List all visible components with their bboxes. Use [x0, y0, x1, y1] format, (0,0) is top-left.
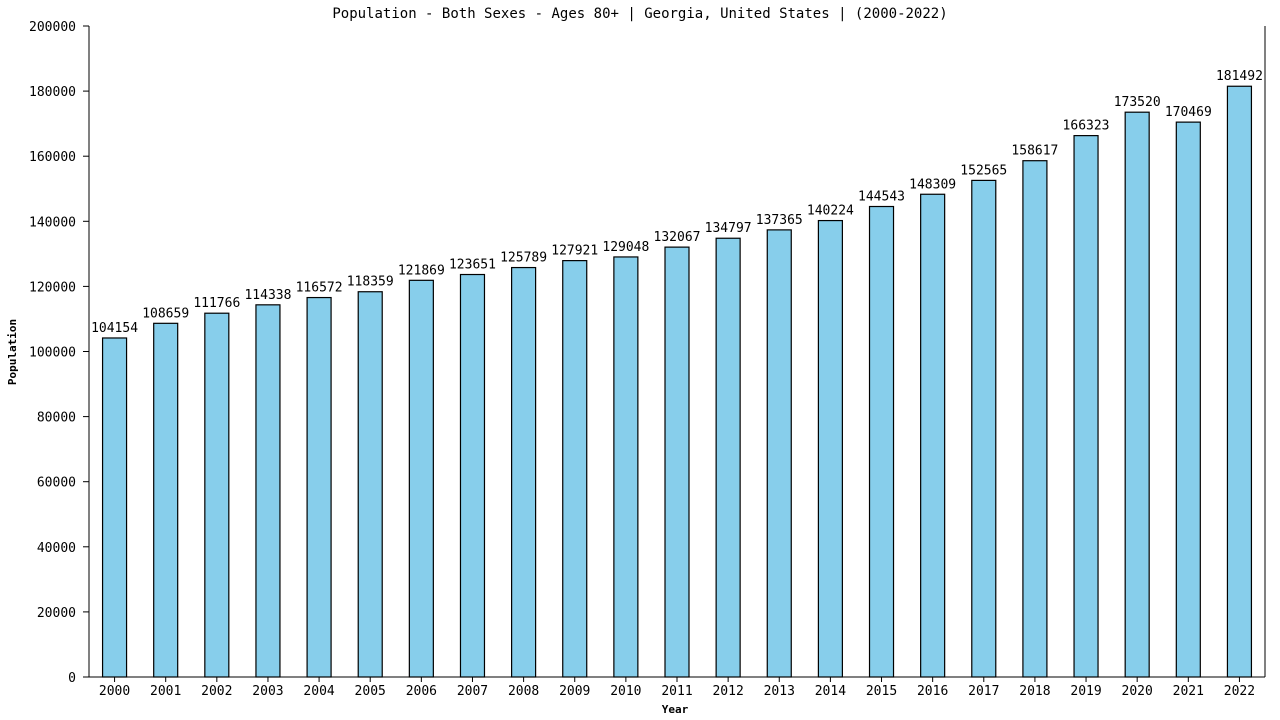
data-label: 118359 [347, 275, 394, 290]
bar [817, 219, 843, 678]
data-label: 132067 [654, 230, 701, 245]
x-tick-label: 2001 [150, 684, 181, 699]
x-tick-label: 2019 [1070, 684, 1101, 699]
data-label: 108659 [142, 306, 189, 321]
x-tick-label: 2022 [1224, 684, 1255, 699]
data-label: 152565 [960, 163, 1007, 178]
y-tick-label: 180000 [29, 85, 76, 100]
x-tick-label: 2006 [406, 684, 437, 699]
data-label: 140224 [807, 204, 854, 219]
x-tick-label: 2020 [1122, 684, 1153, 699]
bar [306, 296, 332, 678]
data-label: 166323 [1063, 119, 1110, 134]
data-label: 137365 [756, 213, 803, 228]
data-label: 125789 [500, 251, 547, 266]
data-label: 121869 [398, 263, 445, 278]
x-tick-label: 2016 [917, 684, 948, 699]
bar [920, 193, 946, 678]
x-tick-label: 2018 [1019, 684, 1050, 699]
bar [562, 260, 588, 678]
bar [1175, 121, 1201, 678]
data-label: 114338 [244, 288, 291, 303]
y-tick-label: 60000 [37, 476, 76, 491]
data-label: 181492 [1216, 69, 1263, 84]
x-tick-label: 2017 [968, 684, 999, 699]
bar [101, 337, 128, 678]
x-tick-label: 2000 [99, 684, 130, 699]
x-tick-label: 2004 [303, 684, 334, 699]
bar [971, 179, 997, 678]
x-tick-label: 2013 [764, 684, 795, 699]
data-label: 123651 [449, 258, 496, 273]
data-label: 144543 [858, 190, 905, 205]
bar [1022, 160, 1048, 678]
y-tick-label: 160000 [29, 150, 76, 165]
bar [1073, 135, 1099, 678]
y-tick-label: 20000 [37, 606, 76, 621]
bar [459, 273, 486, 678]
data-labels: 104154 108659 111766 114338 116572 118359 1218… [91, 69, 1263, 336]
bar [1226, 85, 1253, 678]
y-axis-label: Population [6, 319, 19, 385]
x-tick-label: 2003 [252, 684, 283, 699]
y-tick-label: 40000 [37, 541, 76, 556]
y-tick-label: 0 [68, 671, 76, 686]
y-tick-label: 80000 [37, 411, 76, 426]
bar [255, 304, 281, 678]
x-tick-label: 2005 [355, 684, 386, 699]
x-tick-label: 2007 [457, 684, 488, 699]
bar [357, 291, 383, 678]
x-tick-label: 2011 [661, 684, 692, 699]
data-label: 158617 [1011, 144, 1058, 159]
bar [613, 256, 639, 678]
x-tick-label: 2015 [866, 684, 897, 699]
data-label: 104154 [91, 321, 138, 336]
bar [715, 237, 741, 678]
x-tick-label: 2014 [815, 684, 846, 699]
bar [766, 229, 792, 678]
x-tick-label: 2021 [1173, 684, 1204, 699]
bar [511, 266, 537, 678]
x-axis-label: Year [662, 703, 689, 716]
y-tick-label: 100000 [29, 346, 76, 361]
bar [868, 205, 895, 678]
bar [664, 246, 690, 678]
x-tick-label: 2012 [712, 684, 743, 699]
bar [1124, 111, 1150, 678]
bar [204, 312, 230, 678]
x-tick-label: 2002 [201, 684, 232, 699]
bars [101, 85, 1253, 678]
y-axis: 0 20000 40000 60000 80000 100000 120000 140000 1… [29, 20, 90, 686]
data-label: 129048 [602, 240, 649, 255]
data-label: 173520 [1114, 95, 1161, 110]
x-tick-label: 2009 [559, 684, 590, 699]
x-tick-label: 2010 [610, 684, 641, 699]
y-tick-label: 200000 [29, 20, 76, 35]
data-label: 170469 [1165, 105, 1212, 120]
x-tick-label: 2008 [508, 684, 539, 699]
data-label: 148309 [909, 177, 956, 192]
data-label: 134797 [705, 221, 752, 236]
bar [153, 322, 179, 678]
bar [408, 279, 434, 678]
data-label: 127921 [551, 244, 598, 259]
data-label: 116572 [296, 281, 343, 296]
y-tick-label: 120000 [29, 280, 76, 295]
data-label: 111766 [193, 296, 240, 311]
chart-title: Population - Both Sexes - Ages 80+ | Geo… [332, 6, 947, 22]
y-tick-label: 140000 [29, 215, 76, 230]
